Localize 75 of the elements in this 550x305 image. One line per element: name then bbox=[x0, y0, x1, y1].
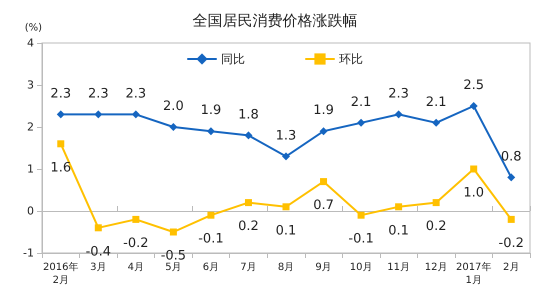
data-label: -0.5 bbox=[160, 248, 186, 264]
x-tick-label: 10月 bbox=[350, 262, 372, 273]
legend-label: 同比 bbox=[221, 52, 245, 66]
point bbox=[132, 110, 140, 118]
data-label: 0.1 bbox=[388, 223, 409, 238]
x-tick-label: 2月 bbox=[503, 262, 520, 273]
y-tick-label: 3 bbox=[27, 78, 34, 92]
point bbox=[432, 199, 440, 206]
point bbox=[320, 178, 328, 186]
point bbox=[56, 110, 65, 118]
point bbox=[207, 212, 214, 219]
data-label: 0.8 bbox=[500, 149, 522, 164]
point bbox=[508, 216, 515, 223]
data-label: 2.3 bbox=[126, 86, 146, 102]
point bbox=[470, 102, 478, 110]
data-label: -0.4 bbox=[86, 244, 111, 260]
data-label: -0.1 bbox=[198, 232, 224, 247]
x-tick-label: 2016年 2月 bbox=[43, 261, 78, 286]
y-tick-label: 2 bbox=[27, 120, 34, 134]
data-label: 2.3 bbox=[388, 86, 409, 102]
data-label: 1.3 bbox=[276, 128, 296, 144]
x-tick-label: 7月 bbox=[240, 262, 257, 273]
data-label: 0.1 bbox=[276, 223, 296, 238]
point bbox=[169, 123, 178, 131]
data-label: 1.9 bbox=[200, 103, 222, 118]
y-tick-label: -1 bbox=[23, 246, 34, 260]
data-label: 0.2 bbox=[426, 219, 446, 234]
x-tick-label: 2017年 1月 bbox=[456, 261, 492, 286]
data-label: -0.2 bbox=[123, 236, 149, 251]
data-label: 0.2 bbox=[238, 219, 259, 234]
point bbox=[94, 224, 102, 232]
point bbox=[320, 127, 328, 136]
data-label: -0.1 bbox=[348, 232, 374, 247]
y-tick-label: 0 bbox=[27, 204, 34, 218]
data-label: 1.0 bbox=[463, 186, 484, 200]
data-label: 1.8 bbox=[238, 107, 259, 122]
data-label: 1.9 bbox=[313, 103, 334, 118]
data-label: 1.6 bbox=[50, 160, 72, 176]
x-tick-label: 11月 bbox=[387, 262, 410, 273]
chart-title: 全国居民消费价格涨跌幅 bbox=[192, 12, 358, 30]
point bbox=[57, 140, 64, 148]
point bbox=[170, 228, 177, 236]
data-label: 2.3 bbox=[88, 86, 109, 102]
point bbox=[507, 173, 516, 182]
x-tick-label: 9月 bbox=[315, 262, 332, 273]
point bbox=[357, 118, 366, 127]
point bbox=[244, 131, 252, 140]
x-tick-label: 3月 bbox=[90, 262, 106, 273]
point bbox=[282, 152, 290, 160]
point bbox=[395, 203, 402, 210]
legend-label: 环比 bbox=[339, 52, 363, 66]
x-tick-label: 12月 bbox=[424, 262, 448, 273]
data-label: 2.1 bbox=[350, 94, 372, 110]
point bbox=[432, 118, 440, 127]
point bbox=[244, 199, 252, 206]
x-tick-label: 6月 bbox=[202, 262, 220, 273]
data-label: 0.7 bbox=[313, 198, 334, 214]
point bbox=[394, 110, 403, 118]
y-axis-title: (%) bbox=[24, 22, 42, 34]
data-label: 2.3 bbox=[50, 86, 72, 102]
point bbox=[470, 166, 478, 172]
point bbox=[132, 216, 140, 223]
x-tick-label: 4月 bbox=[128, 262, 144, 273]
y-tick-label: 1 bbox=[27, 162, 34, 176]
data-label: 2.1 bbox=[426, 94, 446, 110]
data-label: 2.5 bbox=[463, 78, 484, 93]
y-tick-label: 4 bbox=[27, 36, 34, 50]
point bbox=[94, 110, 102, 118]
x-tick-label: 5月 bbox=[165, 262, 182, 273]
point bbox=[282, 203, 290, 210]
x-tick-label: 8月 bbox=[278, 262, 294, 273]
data-label: 2.0 bbox=[163, 99, 184, 114]
point bbox=[206, 127, 215, 136]
point bbox=[358, 212, 365, 219]
data-label: -0.2 bbox=[498, 236, 524, 251]
